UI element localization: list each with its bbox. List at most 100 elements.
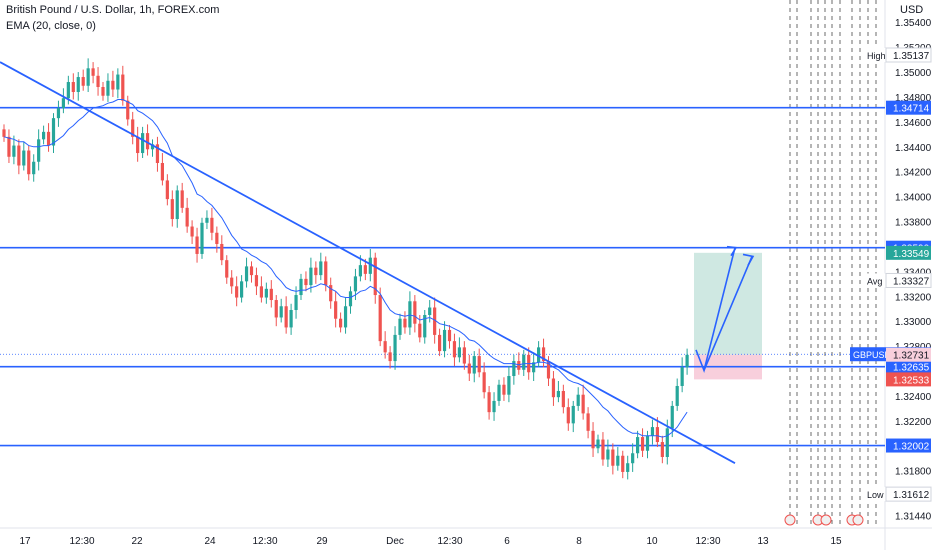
candle-body <box>289 309 293 328</box>
y-tick-label: 1.31440 <box>895 512 932 523</box>
candle-body <box>175 190 179 220</box>
candle-body <box>126 100 130 120</box>
candle-body <box>244 266 249 282</box>
candles <box>2 58 689 480</box>
candle-body <box>240 281 244 298</box>
level-price-badge: 1.34714 <box>893 104 930 115</box>
candle-body <box>185 207 189 227</box>
level-price-badge-bg <box>886 438 931 453</box>
candle-body <box>571 405 575 424</box>
candle-body <box>131 119 135 137</box>
stat-value-bg <box>885 272 932 288</box>
y-tick-label: 1.32200 <box>895 417 932 428</box>
x-tick-label: 12:30 <box>252 536 277 547</box>
candle-body <box>373 257 377 296</box>
candle-body <box>180 190 184 208</box>
candle-body <box>576 394 580 406</box>
candle-body <box>358 265 362 277</box>
y-tick-label: 1.34400 <box>895 143 932 154</box>
candle-body <box>457 347 461 358</box>
y-tick-label: 1.35000 <box>895 68 932 79</box>
trendline[interactable] <box>0 61 755 465</box>
level-price-badge: 1.32002 <box>893 442 930 453</box>
candle-body <box>106 80 110 96</box>
candle-body <box>141 133 145 154</box>
y-tick-label: 1.33000 <box>895 317 932 328</box>
arrowhead-1 <box>726 245 738 257</box>
candle-body <box>170 199 174 220</box>
candle-body <box>660 442 664 457</box>
candle-body <box>487 392 491 413</box>
stat-value: 1.31612 <box>893 490 930 501</box>
candle-body <box>472 356 476 374</box>
candle-body <box>210 217 214 233</box>
candle-body <box>452 341 457 358</box>
x-tick-label: 6 <box>504 536 510 547</box>
candle-body <box>556 390 560 398</box>
candle-body <box>680 367 684 386</box>
candle-body <box>12 145 16 157</box>
candle-body <box>428 307 432 315</box>
projected-path-1 <box>695 247 736 374</box>
y-tick-label: 1.33400 <box>895 267 932 278</box>
candle-body <box>393 334 397 362</box>
economic-event-icon <box>820 514 832 526</box>
candle-body <box>670 405 674 429</box>
y-tick-label: 1.35400 <box>895 18 932 29</box>
candle-body <box>502 384 506 395</box>
candle-body <box>145 133 150 150</box>
ema-20-line <box>3 99 688 438</box>
candle-body <box>532 362 536 373</box>
candle-body <box>631 453 635 464</box>
candle-body <box>675 385 679 406</box>
symbol-badge: GBPUSD <box>853 350 892 360</box>
candle-body <box>512 361 516 377</box>
candle-body <box>96 75 100 88</box>
candle-body <box>343 306 348 328</box>
x-axis[interactable]: 17 12:30 22 24 12:30 29 Dec 12:30 6 8 10 12:30 13 15 <box>19 536 842 547</box>
candle-body <box>27 150 31 175</box>
candle-body <box>442 329 447 352</box>
candle-body <box>561 390 565 408</box>
candle-body <box>274 300 278 318</box>
x-tick-label: 17 <box>19 536 31 547</box>
entry-badge: 1.32731 <box>893 351 930 362</box>
candle-body <box>230 277 234 287</box>
candle-body <box>363 265 367 274</box>
candle-body <box>339 318 343 328</box>
horizontal-levels[interactable] <box>0 106 885 447</box>
candle-body <box>116 74 120 90</box>
stat-label: Low <box>867 490 884 500</box>
candle-body <box>482 372 486 393</box>
candle-body <box>294 295 298 310</box>
candle-body <box>353 276 358 292</box>
price-badges: 1.347141.335901.326351.32002GBPUSD1.3273… <box>784 47 932 526</box>
candle-body <box>596 439 600 449</box>
y-tick-label: 1.31800 <box>895 467 932 478</box>
candle-body <box>388 352 392 362</box>
candle-body <box>581 394 585 414</box>
candle-body <box>150 144 155 150</box>
candle-body <box>650 427 655 436</box>
x-tick-label: 10 <box>646 536 658 547</box>
candle-body <box>46 131 51 146</box>
candle-body <box>423 314 427 338</box>
candle-body <box>51 118 56 146</box>
position-tool[interactable] <box>694 252 762 380</box>
x-tick-label: 12:30 <box>69 536 94 547</box>
candle-body <box>551 378 556 398</box>
economic-event-icon <box>784 514 796 526</box>
x-tick-label: 12:30 <box>695 536 720 547</box>
y-tick-label: 1.33800 <box>895 218 932 229</box>
candle-body <box>61 98 65 109</box>
level-price-badge-bg <box>886 359 931 374</box>
candle-body <box>220 243 224 261</box>
candle-body <box>408 301 412 328</box>
y-tick-label: 1.32400 <box>895 392 932 403</box>
candle-body <box>299 278 303 296</box>
candle-body <box>76 77 80 92</box>
